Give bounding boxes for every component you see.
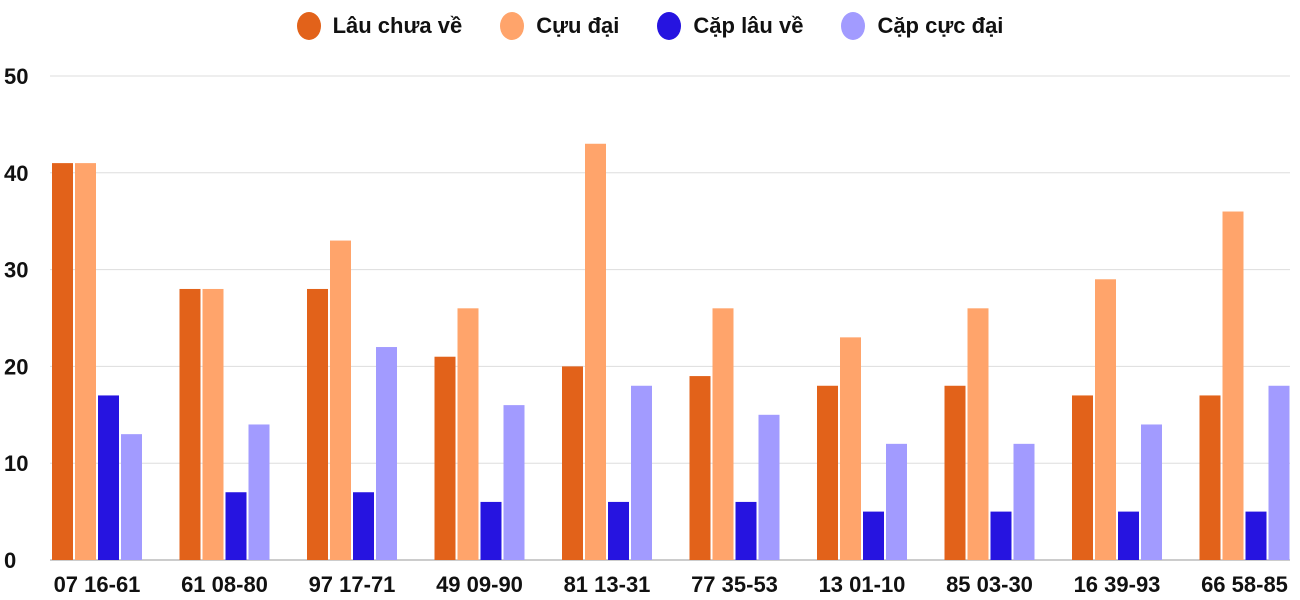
bar bbox=[990, 511, 1012, 560]
bar bbox=[1268, 385, 1290, 560]
y-tick-label: 50 bbox=[4, 64, 28, 89]
bar bbox=[225, 492, 247, 560]
bar bbox=[480, 501, 502, 560]
bar bbox=[758, 414, 780, 560]
bar bbox=[75, 163, 96, 560]
bar bbox=[817, 385, 838, 560]
y-tick-label: 30 bbox=[4, 258, 28, 283]
bar bbox=[631, 385, 652, 560]
x-tick-label: 49 09-90 bbox=[436, 572, 523, 597]
x-tick-label: 97 17-71 bbox=[309, 572, 396, 597]
bar bbox=[585, 143, 606, 560]
x-tick-label: 61 08-80 bbox=[181, 572, 268, 597]
bar bbox=[202, 288, 224, 560]
bar bbox=[121, 434, 142, 560]
legend-label: Cựu đại bbox=[536, 13, 620, 38]
bar bbox=[562, 366, 583, 560]
bar bbox=[840, 337, 861, 560]
legend-label: Cặp lâu về bbox=[693, 13, 804, 38]
bar bbox=[1013, 443, 1035, 560]
legend-label: Cặp cực đại bbox=[877, 13, 1004, 38]
bar bbox=[967, 308, 989, 560]
bar bbox=[886, 443, 907, 560]
bar bbox=[712, 308, 734, 560]
x-tick-label: 77 35-53 bbox=[691, 572, 778, 597]
bar bbox=[353, 492, 374, 560]
bar bbox=[376, 347, 397, 560]
bar bbox=[1118, 511, 1139, 560]
x-tick-label: 66 58-85 bbox=[1201, 572, 1288, 597]
bar bbox=[1141, 424, 1162, 560]
bar bbox=[863, 511, 884, 560]
bar bbox=[330, 240, 351, 560]
legend-item[interactable]: Cặp cực đại bbox=[841, 12, 1003, 40]
x-tick-label: 13 01-10 bbox=[819, 572, 906, 597]
bar bbox=[179, 288, 201, 560]
bar bbox=[307, 288, 328, 560]
legend-item[interactable]: Cựu đại bbox=[500, 12, 619, 40]
bar bbox=[1095, 279, 1116, 560]
bar bbox=[689, 376, 711, 560]
x-tick-label: 16 39-93 bbox=[1074, 572, 1161, 597]
y-tick-label: 0 bbox=[4, 548, 16, 573]
legend-swatch bbox=[841, 12, 866, 40]
legend-item[interactable]: Cặp lâu về bbox=[657, 12, 803, 40]
y-tick-label: 10 bbox=[4, 451, 28, 476]
x-tick-label: 07 16-61 bbox=[54, 572, 141, 597]
legend: Lâu chưa về Cựu đại Cặp lâu về Cặp cực đại bbox=[0, 12, 1300, 40]
x-tick-label: 85 03-30 bbox=[946, 572, 1033, 597]
legend-swatch bbox=[500, 12, 525, 40]
bar bbox=[944, 385, 966, 560]
bar bbox=[735, 501, 757, 560]
bar bbox=[434, 356, 456, 560]
x-tick-label: 81 13-31 bbox=[564, 572, 651, 597]
bar bbox=[248, 424, 270, 560]
legend-swatch bbox=[657, 12, 682, 40]
bar bbox=[1222, 211, 1244, 560]
y-tick-label: 40 bbox=[4, 161, 28, 186]
bar bbox=[98, 395, 119, 560]
bar bbox=[1245, 511, 1267, 560]
bar bbox=[52, 163, 73, 560]
legend-item[interactable]: Lâu chưa về bbox=[296, 12, 463, 40]
bar bbox=[1199, 395, 1221, 560]
bar bbox=[608, 501, 629, 560]
bar bbox=[457, 308, 479, 560]
y-tick-label: 20 bbox=[4, 354, 28, 379]
legend-label: Lâu chưa về bbox=[332, 13, 463, 38]
bar bbox=[1072, 395, 1093, 560]
legend-swatch bbox=[296, 12, 321, 40]
bar bbox=[503, 405, 525, 560]
